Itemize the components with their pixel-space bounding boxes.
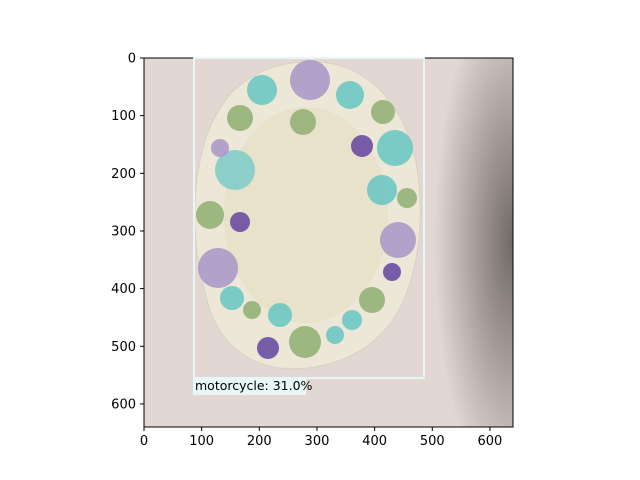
flower (380, 222, 416, 258)
flower (383, 263, 401, 281)
x-tick-label: 400 (362, 434, 387, 449)
y-tick-label: 200 (111, 167, 136, 182)
y-tick-label: 600 (111, 397, 136, 412)
y-tick-label: 500 (111, 340, 136, 355)
plate-flowers (196, 60, 417, 359)
detection-label: motorcycle: 31.0% (195, 378, 313, 393)
y-axis: 0 100 200 300 400 500 600 (111, 52, 144, 412)
y-tick-label: 300 (111, 224, 136, 239)
y-tick-label: 400 (111, 282, 136, 297)
x-tick-label: 100 (189, 434, 214, 449)
flower (290, 60, 330, 100)
flower (257, 337, 279, 359)
x-tick-label: 0 (140, 434, 148, 449)
flower (367, 175, 397, 205)
flower (198, 248, 238, 288)
flower (268, 303, 292, 327)
flower (247, 75, 277, 105)
y-tick-label: 0 (128, 52, 136, 67)
detection-label-bg (193, 378, 306, 395)
x-tick-label: 200 (247, 434, 272, 449)
flower (289, 326, 321, 358)
x-axis: 0 100 200 300 400 500 600 (140, 427, 502, 449)
flower (371, 100, 395, 124)
flower (243, 301, 261, 319)
x-tick-label: 500 (420, 434, 445, 449)
flower (290, 109, 316, 135)
flower (215, 150, 255, 190)
flower (211, 139, 229, 157)
flower (220, 286, 244, 310)
plate-center (224, 107, 388, 323)
x-tick-label: 600 (478, 434, 503, 449)
x-tick-label: 300 (305, 434, 330, 449)
flower (351, 135, 373, 157)
flower (377, 130, 413, 166)
paper-plate (194, 60, 421, 370)
flower (359, 287, 385, 313)
flower (230, 212, 250, 232)
flower (336, 81, 364, 109)
y-tick-label: 100 (111, 109, 136, 124)
flower (342, 310, 362, 330)
detection-box (193, 57, 425, 379)
flower (227, 105, 253, 131)
flower (196, 201, 224, 229)
photo (144, 58, 513, 427)
flower (397, 188, 417, 208)
flower (326, 326, 344, 344)
